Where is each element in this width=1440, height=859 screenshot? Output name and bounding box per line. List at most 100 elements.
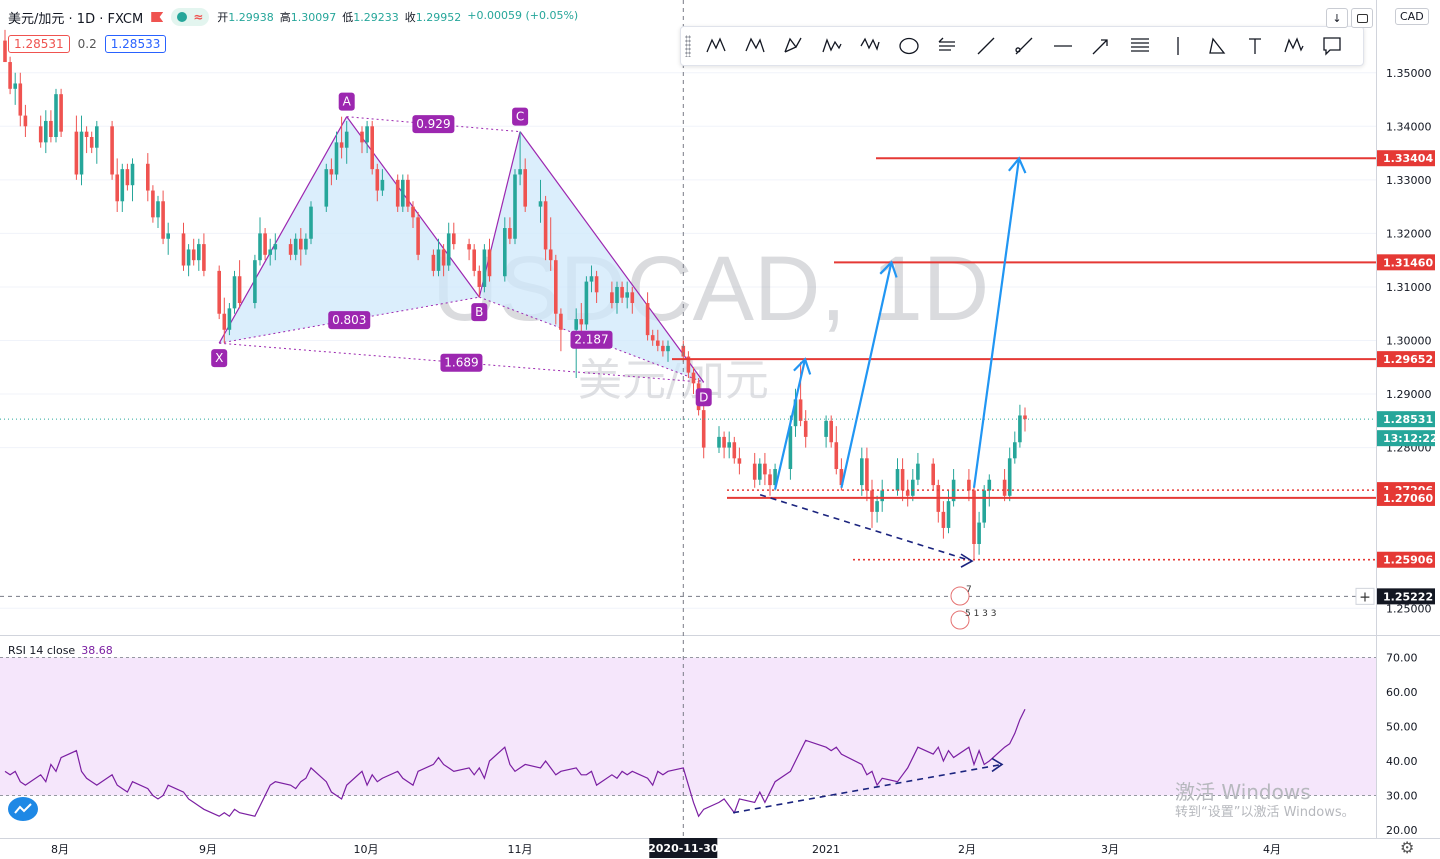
price-tick-label: 1.34000 [1386, 120, 1432, 133]
candle-body [1002, 479, 1007, 496]
rsi-divergence-head [991, 757, 1004, 773]
rsi-label: RSI 14 close [8, 644, 76, 657]
low-label: 低 [342, 11, 354, 24]
candle-body [656, 340, 660, 346]
windows-activation-title: 激活 Windows [1175, 780, 1311, 804]
rsi-divergence-line [732, 763, 1003, 814]
currency-button[interactable]: CAD [1395, 8, 1429, 25]
candle-body [222, 313, 227, 330]
pattern-point-x: X [215, 351, 223, 365]
ratio-label-bd: 2.187 [574, 333, 608, 347]
candle-body [768, 474, 772, 486]
candle-body [681, 345, 686, 357]
candle-body [79, 131, 84, 175]
source-label: FXCM [107, 11, 144, 27]
candle-body [23, 115, 28, 127]
candle-body [737, 458, 742, 464]
abcd-pattern-tool[interactable] [774, 30, 813, 62]
projection-arrow-2 [840, 262, 893, 489]
callout-tool[interactable] [1313, 30, 1352, 62]
candle-body [84, 131, 89, 138]
candle-body [880, 490, 884, 502]
rsi-tick-label: 70.00 [1386, 652, 1418, 665]
candle-body [18, 83, 23, 116]
last-price-tag-bg [1377, 411, 1435, 428]
candle-body [370, 126, 374, 170]
candle-body [151, 190, 155, 218]
elliott-correction-tool[interactable] [1275, 30, 1314, 62]
candle-body [625, 292, 629, 298]
candle-body [523, 169, 527, 207]
candle-body [895, 469, 900, 491]
candle-body [630, 292, 635, 304]
candle-body [574, 319, 578, 330]
flag-icon[interactable] [151, 12, 164, 22]
candle-body [661, 345, 665, 352]
vertical-line-tool[interactable] [1159, 30, 1198, 62]
symbol-label[interactable]: 美元/加元 · 1D · FXCM [8, 11, 144, 27]
callout-icon [1323, 37, 1341, 56]
candle-body [299, 238, 303, 250]
ratio-label-xd-bg [440, 353, 483, 372]
candle-body [834, 442, 839, 470]
candle-body [59, 94, 63, 132]
sell-button[interactable]: 1.28531 [8, 35, 70, 53]
scroll-down-button[interactable]: ↓ [1326, 8, 1348, 28]
trend-line-tool[interactable] [967, 30, 1006, 62]
symbol-name: 美元/加元 [8, 11, 65, 27]
candle-body [905, 490, 910, 496]
candle-body [293, 238, 298, 255]
buy-button[interactable]: 1.28533 [104, 35, 167, 53]
triangle-tool[interactable] [1198, 30, 1237, 62]
wave-icon: ≈ [193, 10, 204, 24]
level-tag-1.29652: 1.29652 [1383, 353, 1433, 366]
text-tool[interactable] [1236, 30, 1275, 62]
pattern-point-a-bg [338, 92, 355, 111]
pattern-point-x-bg [211, 349, 228, 368]
horizontal-line-tool[interactable] [1044, 30, 1083, 62]
candle-body [870, 490, 874, 512]
candle-body [763, 463, 767, 475]
candle-body [615, 286, 619, 304]
triangle-pattern-icon [822, 38, 842, 53]
pattern-point-a: A [343, 95, 352, 109]
candle-body [436, 249, 441, 271]
ca-event-count: 5 1 3 3 [965, 609, 997, 619]
candle-body [666, 345, 670, 352]
candle-body [584, 281, 589, 325]
cypher-pattern-tool[interactable] [736, 30, 775, 62]
candle-body [120, 169, 125, 202]
ratio-label-xd: 1.689 [444, 356, 478, 370]
time-tick-label: 8月 [51, 843, 69, 856]
fib-retracement-tool[interactable] [1121, 30, 1160, 62]
triangle-pattern-tool[interactable] [813, 30, 852, 62]
candle-body [946, 501, 951, 528]
candle-body [227, 308, 232, 330]
rsi-legend[interactable]: RSI 14 close 38.68 [8, 644, 113, 657]
cypher-pattern-icon [745, 37, 765, 53]
level-tag-1.33404-bg [1377, 150, 1435, 167]
tradingview-logo-icon[interactable] [8, 797, 38, 821]
fullscreen-button[interactable] [1351, 8, 1373, 28]
ray-tool[interactable] [1005, 30, 1044, 62]
arrow-tool[interactable] [1082, 30, 1121, 62]
ratio-label-ac: 0.929 [416, 117, 450, 131]
head-shoulders-pattern-tool[interactable] [890, 30, 929, 62]
xabcd-pattern-tool[interactable] [697, 30, 736, 62]
three-drives-pattern-tool[interactable] [851, 30, 890, 62]
candle-body [579, 319, 584, 325]
candle-body [181, 233, 186, 266]
open-label: 开 [217, 11, 229, 24]
candle-body [339, 142, 344, 148]
candle-body [365, 126, 369, 143]
live-dot-icon [177, 12, 188, 22]
candle-body [967, 479, 971, 491]
price-tick-label: 1.31000 [1386, 281, 1432, 294]
drag-handle-icon[interactable] [685, 35, 691, 57]
settings-gear-icon[interactable]: ⚙ [1400, 838, 1415, 857]
candle-body [1007, 458, 1012, 496]
candle-body [798, 399, 803, 421]
elliott-wave-tool[interactable] [928, 30, 967, 62]
projection-arrowhead-3 [1008, 156, 1027, 174]
